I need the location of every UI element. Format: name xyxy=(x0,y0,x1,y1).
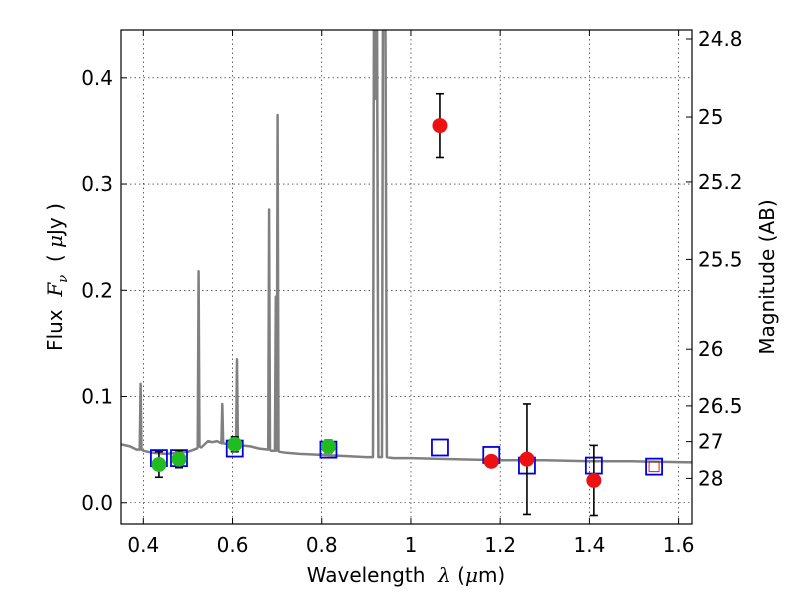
x-tick-label: 1.4 xyxy=(573,533,605,557)
y2-tick-label: 27 xyxy=(698,430,723,454)
y2-tick-label: 26 xyxy=(698,337,723,361)
x-axis-title: Wavelength λ (μm) xyxy=(307,563,506,587)
plot-markers xyxy=(150,92,663,517)
y-tick-label: 0.0 xyxy=(81,491,113,515)
x-tick-label: 0.6 xyxy=(217,533,249,557)
red-photometry-point xyxy=(519,451,535,467)
red-photometry-point xyxy=(432,118,448,134)
y2-tick-label: 26.5 xyxy=(698,394,743,418)
y2-axis-title: Magnitude (AB) xyxy=(755,199,779,354)
model-band-marker xyxy=(645,457,663,476)
y-tick-label: 0.4 xyxy=(81,66,113,90)
y-axis-title: Flux Fν ( μJy ) xyxy=(43,203,71,351)
plot-series xyxy=(121,30,692,464)
model-band-marker xyxy=(431,438,449,457)
x-tick-label: 1.2 xyxy=(484,533,516,557)
green-photometry-point xyxy=(171,451,187,467)
plot-frame xyxy=(120,29,693,525)
y2-tick-label: 25 xyxy=(698,105,723,129)
axis-ticks: 0.4 0.6 0.8 1 1.2 1.4 1.6 0.0 0.1 0.2 0.3 0.4 24.8 25… xyxy=(81,27,742,557)
y-tick-label: 0.2 xyxy=(81,278,113,302)
sed-model-line xyxy=(121,30,692,464)
y-tick-label: 0.1 xyxy=(81,385,113,409)
x-tick-label: 1.6 xyxy=(663,533,695,557)
green-photometry-point xyxy=(320,438,336,454)
x-tick-label: 1 xyxy=(405,533,418,557)
y2-tick-label: 24.8 xyxy=(698,27,743,51)
y2-tick-label: 28 xyxy=(698,466,723,490)
red-photometry-point xyxy=(586,472,602,488)
y2-tick-label: 25.2 xyxy=(698,170,743,194)
grid-lines xyxy=(121,30,692,524)
y2-tick-label: 25.5 xyxy=(698,247,743,271)
y-tick-label: 0.3 xyxy=(81,172,113,196)
model-band-marker-inner xyxy=(648,461,660,473)
x-tick-label: 0.4 xyxy=(127,533,159,557)
green-photometry-point xyxy=(151,457,167,473)
green-photometry-point xyxy=(227,436,243,452)
x-tick-label: 0.8 xyxy=(306,533,338,557)
red-photometry-point xyxy=(483,453,499,469)
